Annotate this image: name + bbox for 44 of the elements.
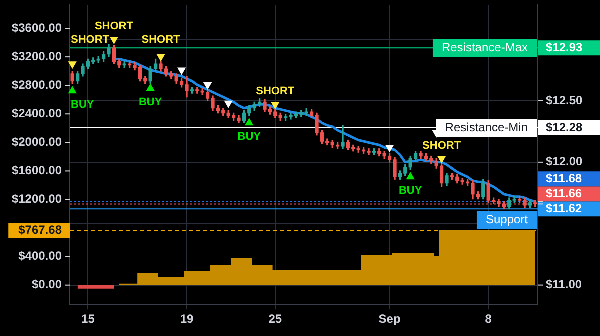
y2-tick-label: $12.00 xyxy=(546,154,584,169)
x-tick-label: Sep xyxy=(378,312,401,326)
ref-line-label: Resistance-Min xyxy=(445,120,528,134)
data-label: SHORT xyxy=(71,34,110,46)
y-tick-label: $1600.00 xyxy=(12,164,62,178)
data-label: SHORT xyxy=(256,86,295,98)
y-tick-label: $3600.00 xyxy=(12,20,62,35)
y-tick-label: $1200.00 xyxy=(12,192,62,206)
point xyxy=(203,82,212,90)
data-label: SHORT xyxy=(94,20,134,33)
point xyxy=(156,54,166,62)
x-tick-label: 25 xyxy=(268,312,282,326)
point xyxy=(271,102,280,110)
data-label: BUY xyxy=(138,96,163,109)
point xyxy=(385,145,394,153)
data-label: BUY xyxy=(398,185,423,198)
point xyxy=(68,62,77,70)
ref-line-label: Resistance-Max xyxy=(442,40,528,54)
y2-tick-label: $11.62 xyxy=(546,201,582,216)
x-tick-label: 8 xyxy=(485,312,492,326)
x-tick-label: 19 xyxy=(180,312,194,326)
point xyxy=(224,100,233,108)
y-tick-label: $2000.00 xyxy=(12,134,62,149)
y-tick-label: $3200.00 xyxy=(12,49,62,64)
ref-line-label: $11.66 xyxy=(546,186,582,200)
y2-tick-label: $11.00 xyxy=(546,278,582,292)
y-tick-label: $0.00 xyxy=(32,278,62,292)
y2-tick-label: $12.28 xyxy=(546,120,584,134)
point xyxy=(437,156,446,164)
ref-line-label: $11.68 xyxy=(546,171,582,186)
data-label: BUY xyxy=(238,131,262,144)
y-tick-label: $767.68 xyxy=(18,222,62,237)
x-tick-label: 15 xyxy=(82,312,96,326)
ref-line-label: Support xyxy=(486,212,529,226)
data-label: SHORT xyxy=(142,34,181,46)
y-tick-label: $400.00 xyxy=(18,249,62,264)
data-label: SHORT xyxy=(422,140,462,152)
y-tick-label: $2800.00 xyxy=(12,78,62,92)
point xyxy=(177,68,186,76)
data-label: BUY xyxy=(70,99,95,112)
y-tick-label: $2400.00 xyxy=(12,106,62,120)
point xyxy=(110,37,119,45)
y2-tick-label: $12.50 xyxy=(546,93,584,108)
y2-tick-label: $12.93 xyxy=(546,40,584,54)
